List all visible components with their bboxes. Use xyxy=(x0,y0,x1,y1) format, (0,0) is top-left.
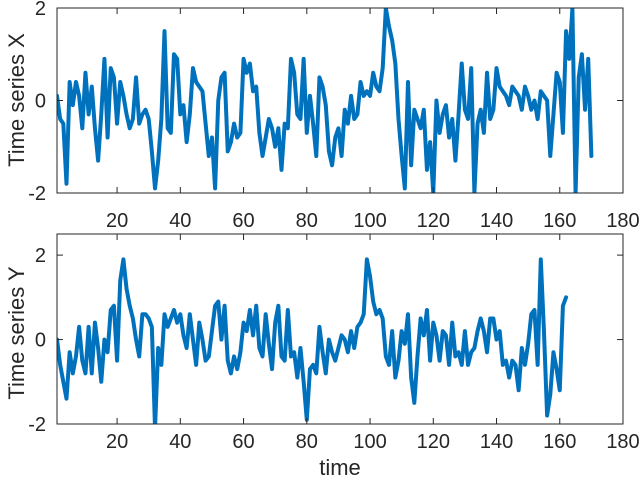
x-tick-label: 140 xyxy=(480,431,513,453)
x-tick-label: 40 xyxy=(169,210,191,232)
x-tick-label: 20 xyxy=(106,431,128,453)
x-tick-label: 120 xyxy=(417,431,450,453)
x-tick-label: 100 xyxy=(353,210,386,232)
x-tick-label: 60 xyxy=(232,431,254,453)
x-tick-label: 160 xyxy=(543,210,576,232)
x-tick-label: 140 xyxy=(480,210,513,232)
y-tick-label: 2 xyxy=(35,0,46,20)
x-tick-label: 100 xyxy=(353,431,386,453)
y-tick-label: -2 xyxy=(28,183,46,205)
series-line-2 xyxy=(57,257,569,424)
series-line-1 xyxy=(57,8,594,193)
y-axis-title: Time series X xyxy=(4,33,29,167)
x-tick-label: 180 xyxy=(606,431,639,453)
x-tick-label: 60 xyxy=(232,210,254,232)
chart-panel-2: 20 40 60 80 100 120 140 160 180 -2 0 2 Time series Y… xyxy=(4,233,640,480)
x-tick-label: 80 xyxy=(296,210,318,232)
x-tick-label: 80 xyxy=(296,431,318,453)
x-axis-title: time xyxy=(319,455,361,480)
chart-panel-1: 20 40 60 80 100 120 140 160 180 -2 0 2 Time series X xyxy=(4,0,640,232)
x-tick-label: 160 xyxy=(543,431,576,453)
x-tick-label: 40 xyxy=(169,431,191,453)
x-tick-label: 180 xyxy=(606,210,639,232)
y-tick-label: 0 xyxy=(35,91,46,113)
y-tick-label: 0 xyxy=(35,330,46,352)
x-tick-label: 20 xyxy=(106,210,128,232)
x-tick-label: 120 xyxy=(417,210,450,232)
y-tick-label: -2 xyxy=(28,414,46,436)
y-tick-label: 2 xyxy=(35,245,46,267)
y-axis-title: Time series Y xyxy=(4,266,29,400)
axes-box xyxy=(56,233,624,425)
